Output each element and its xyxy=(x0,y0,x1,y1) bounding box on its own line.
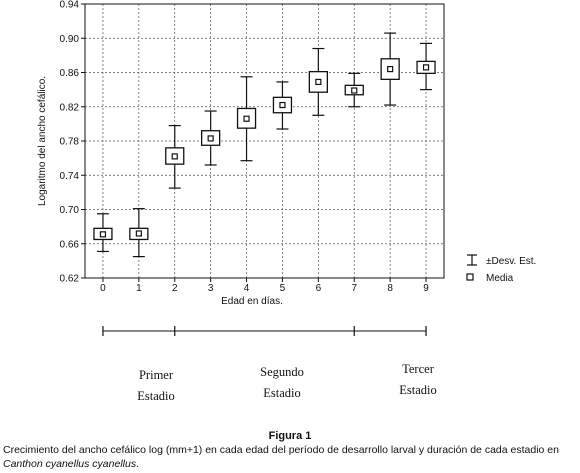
mean-marker xyxy=(243,115,250,122)
stage-label-3-line1: Tercer xyxy=(402,362,435,376)
y-axis-title: Logaritmo del ancho cefálico. xyxy=(37,76,48,206)
box-group xyxy=(236,76,257,162)
mean-marker xyxy=(387,65,394,73)
mean-marker xyxy=(99,231,107,238)
mean-marker xyxy=(315,78,322,86)
y-axis: 0.62 0.66 0.70 0.74 0.78 0.82 0.86 0.90 0.94 xyxy=(60,0,85,285)
mean-marker xyxy=(171,153,178,160)
stage-timeline xyxy=(102,326,427,336)
box-group xyxy=(416,42,436,91)
box-group xyxy=(308,47,329,116)
box-group xyxy=(165,124,185,189)
legend-label-desv: ±Desv. Est. xyxy=(486,256,536,267)
box-group xyxy=(272,81,293,130)
y-tick-label: 0.78 xyxy=(60,137,80,148)
mean-marker xyxy=(351,87,358,94)
legend-label-media: Media xyxy=(486,273,514,284)
y-tick-label: 0.74 xyxy=(60,171,80,182)
stage-label-2-line2: Estadio xyxy=(263,386,301,400)
figure-title: Figura 1 xyxy=(268,430,312,442)
y-tick-label: 0.94 xyxy=(60,0,80,11)
x-tick-label: 8 xyxy=(387,283,393,294)
box-group xyxy=(129,208,149,258)
mean-marker xyxy=(135,230,142,237)
caption-species: Canthon cyanellus cyanellus xyxy=(3,458,137,470)
box-group xyxy=(93,213,113,253)
mean-marker xyxy=(279,101,286,109)
mean-marker xyxy=(422,64,430,71)
caption-text: Crecimiento del ancho cefálico log (mm+1… xyxy=(3,444,559,456)
box-group xyxy=(380,32,400,106)
y-tick-label: 0.86 xyxy=(60,68,80,79)
y-tick-label: 0.70 xyxy=(60,205,80,216)
x-tick-label: 9 xyxy=(423,283,429,294)
legend-whisker-icon xyxy=(467,254,477,266)
box-series xyxy=(93,32,436,258)
stage-label-2-line1: Segundo xyxy=(260,365,304,379)
y-tick-label: 0.62 xyxy=(60,274,80,285)
stage-label-1-line2: Estadio xyxy=(137,389,175,403)
x-tick-label: 3 xyxy=(208,283,214,294)
stage-label-3-line2: Estadio xyxy=(399,383,437,397)
box-group xyxy=(344,72,364,108)
y-tick-label: 0.90 xyxy=(60,34,80,45)
x-axis: 0 1 2 3 4 5 6 7 8 9 xyxy=(100,278,429,294)
stage-labels: Primer Estadio Segundo Estadio Tercer Es… xyxy=(137,362,437,403)
x-tick-label: 1 xyxy=(136,283,142,294)
stage-label-1-line1: Primer xyxy=(139,368,174,382)
legend-square-icon xyxy=(466,273,474,281)
x-tick-label: 4 xyxy=(244,283,250,294)
caption-end: . xyxy=(136,458,140,470)
x-tick-label: 0 xyxy=(100,283,106,294)
y-tick-label: 0.66 xyxy=(60,239,80,250)
mean-marker xyxy=(207,135,214,142)
x-tick-label: 7 xyxy=(351,283,357,294)
x-tick-label: 6 xyxy=(316,283,322,294)
legend: ±Desv. Est. Media xyxy=(466,254,536,284)
figure-caption: Crecimiento del ancho cefálico log (mm+1… xyxy=(3,443,578,471)
x-tick-label: 5 xyxy=(280,283,286,294)
x-axis-title: Edad en días. xyxy=(221,296,283,307)
y-tick-label: 0.82 xyxy=(60,102,80,113)
box-group xyxy=(200,110,221,166)
x-tick-label: 2 xyxy=(172,283,178,294)
